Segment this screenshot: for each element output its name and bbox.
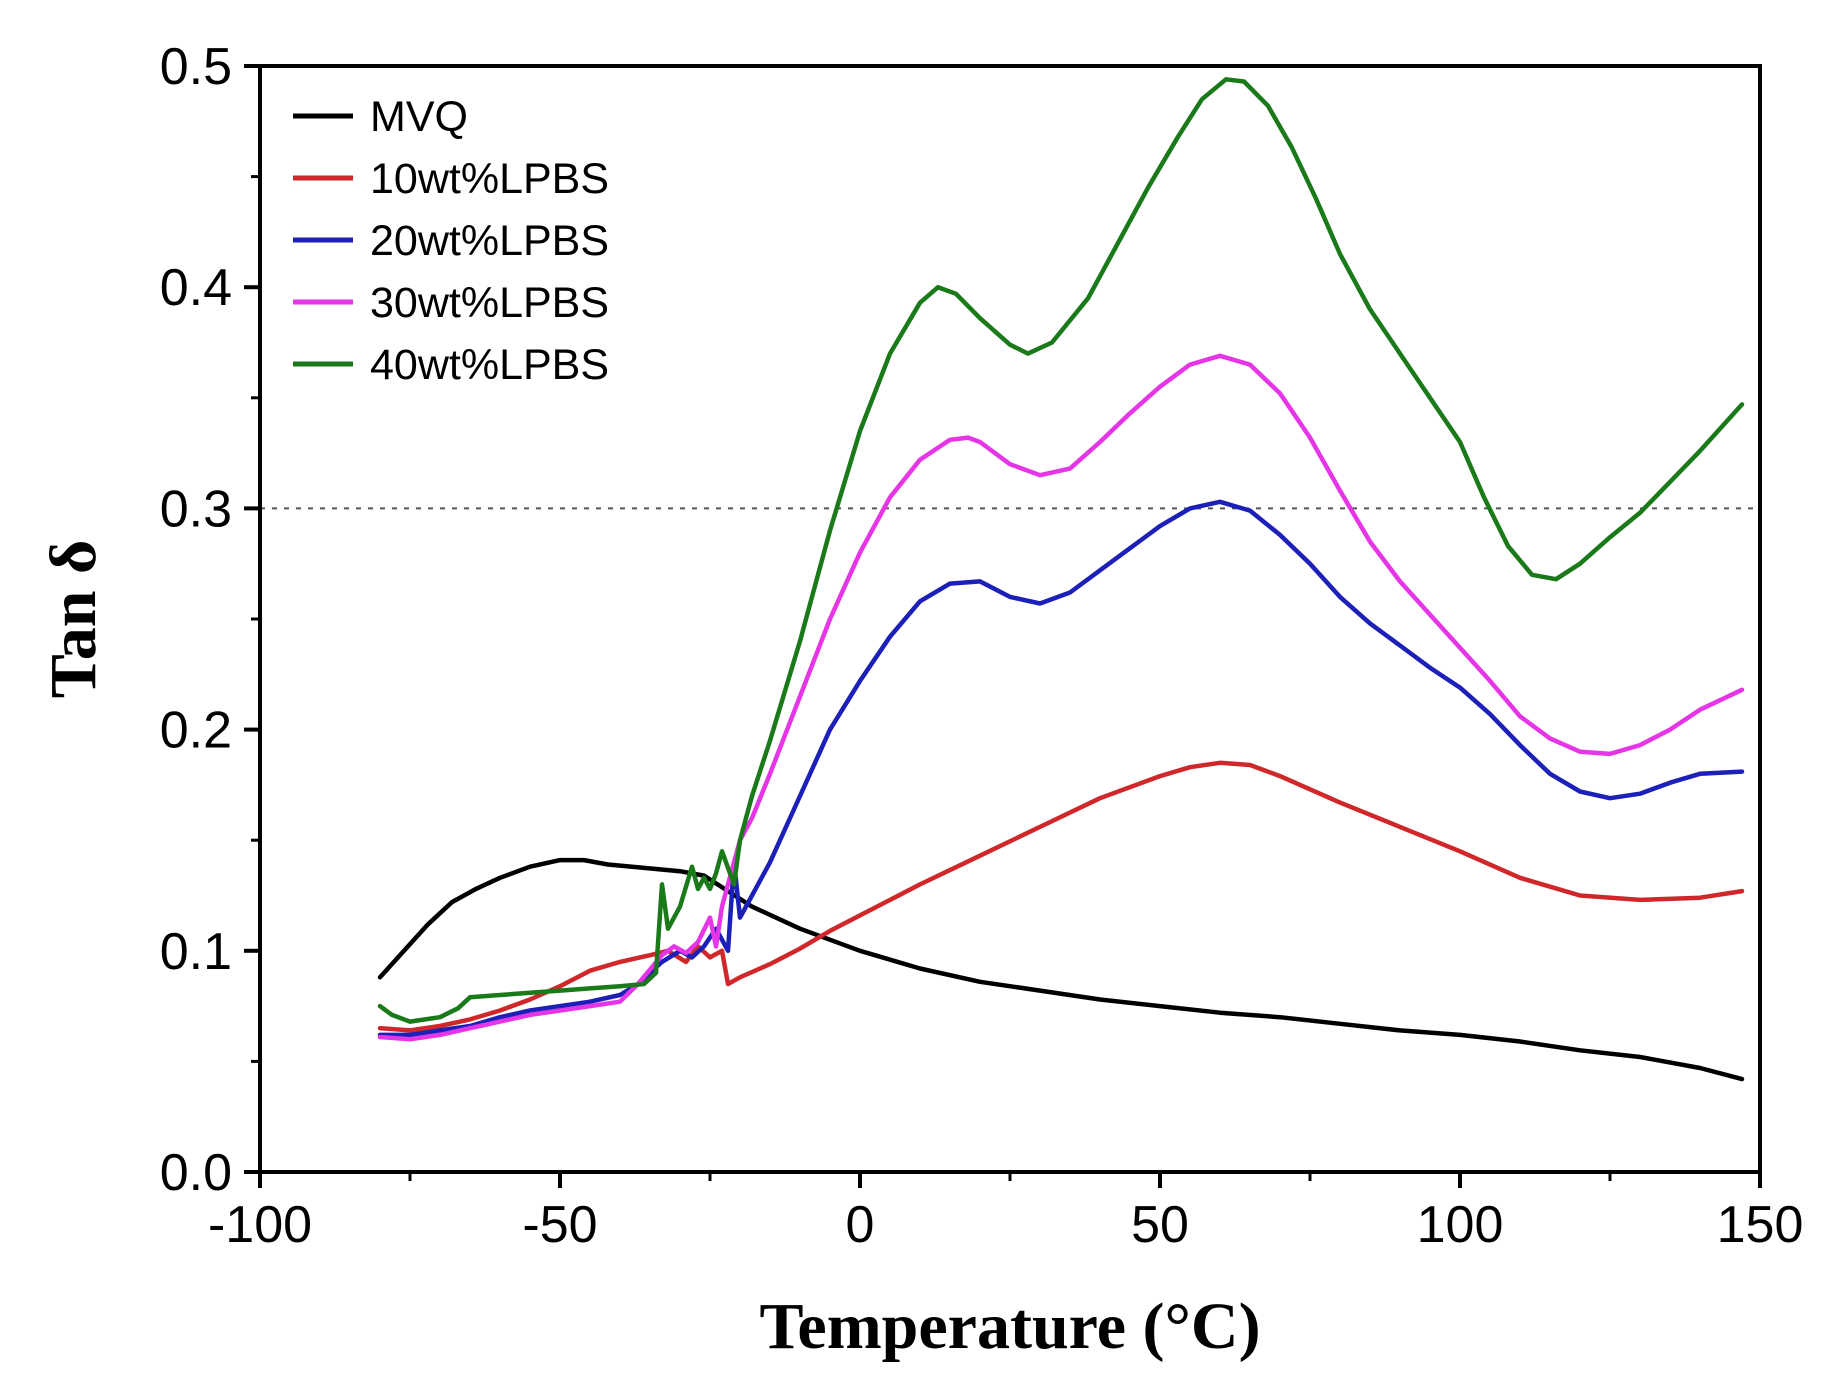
ticks-layer: -100 -50 0 50 100 150 0.0 0.1 0.2 0.3 0.4 0.5 [160, 38, 1804, 1254]
legend-label-1: 10wt%LPBS [370, 155, 609, 203]
x-tick-label: 50 [1131, 1196, 1189, 1254]
y-tick-label: 0.2 [160, 702, 232, 760]
series-layer [377, 77, 1745, 1082]
legend-label-4: 40wt%LPBS [370, 341, 609, 389]
y-tick-label: 0.0 [160, 1144, 232, 1202]
y-axis-title: Tan δ [37, 540, 110, 698]
y-tick-label: 0.4 [160, 259, 232, 317]
x-tick-label: -100 [208, 1196, 312, 1254]
legend-label-2: 20wt%LPBS [370, 217, 609, 265]
series-line-4 [377, 77, 1745, 1024]
y-tick-label: 0.5 [160, 38, 232, 96]
x-axis-title: Temperature (°C) [759, 1290, 1260, 1363]
y-tick-label: 0.1 [160, 923, 232, 981]
series-line-2 [377, 499, 1745, 1038]
x-tick-label: 0 [846, 1196, 875, 1254]
legend-label-0: MVQ [370, 93, 468, 141]
legend: MVQ 10wt%LPBS 20wt%LPBS 30wt%LPBS 40wt%LPBS [293, 93, 609, 389]
series-line-0 [377, 857, 1745, 1082]
x-tick-label: -50 [522, 1196, 597, 1254]
legend-label-3: 30wt%LPBS [370, 279, 609, 327]
x-tick-label: 100 [1417, 1196, 1504, 1254]
y-tick-label: 0.3 [160, 480, 232, 538]
x-tick-label: 150 [1717, 1196, 1804, 1254]
series-line-1 [377, 760, 1745, 1033]
